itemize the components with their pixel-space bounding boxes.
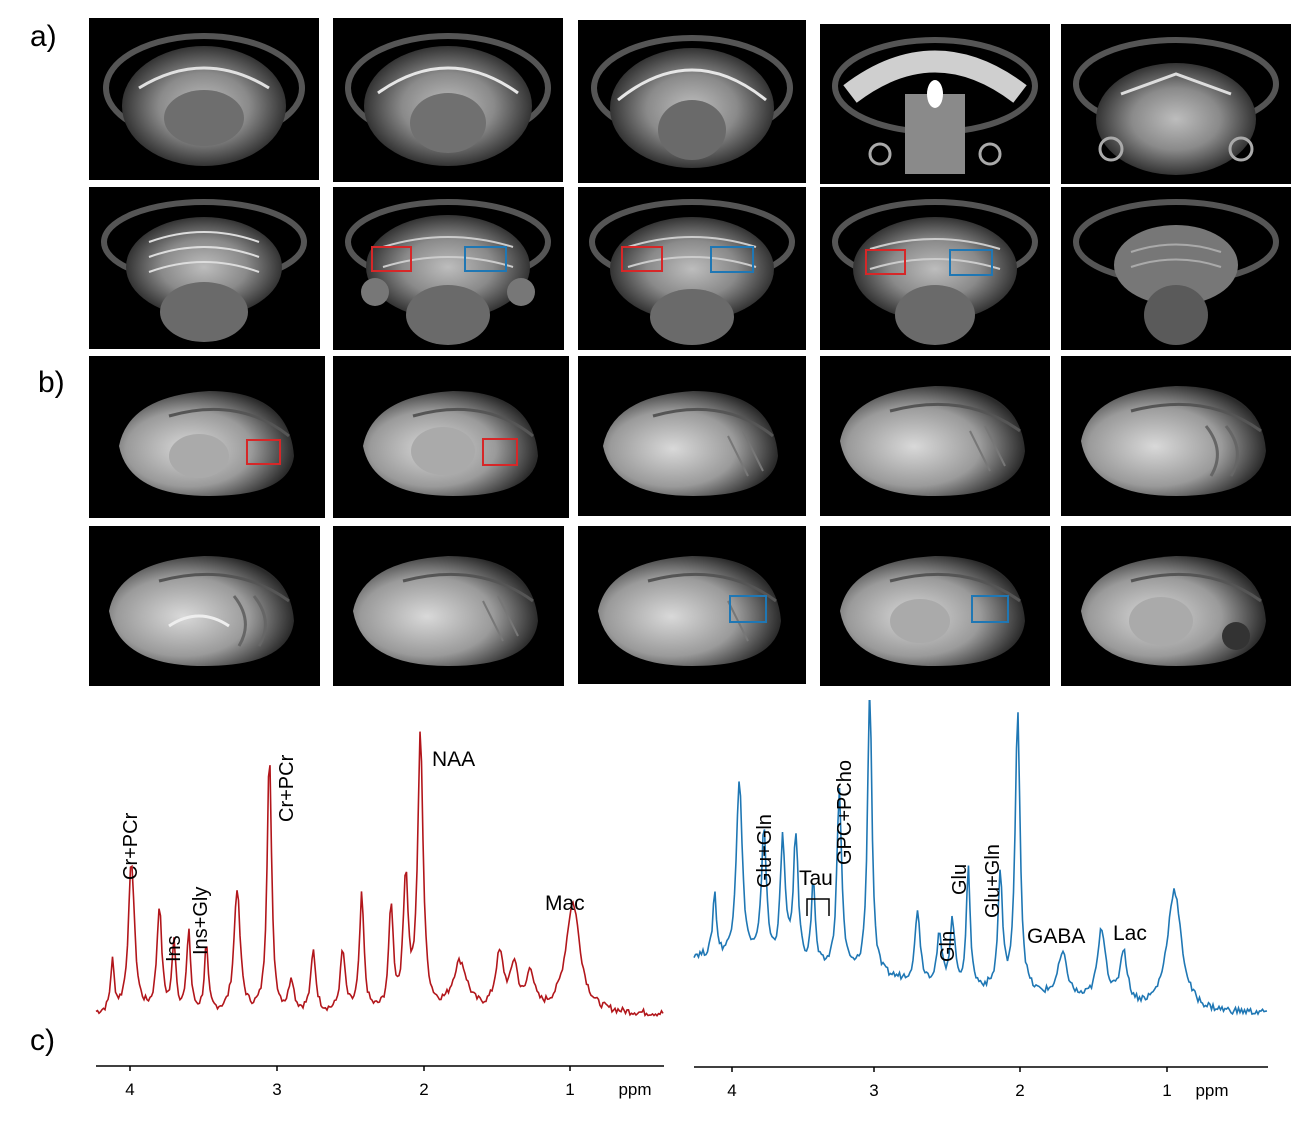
x-tick-label: 3 <box>272 1080 281 1099</box>
peak-label: Ins+Gly <box>190 887 212 955</box>
coronal-image <box>333 18 563 182</box>
roi-box-red <box>865 249 906 275</box>
roi-box-blue <box>949 249 993 276</box>
peak-label: GABA <box>1027 925 1085 948</box>
peak-label: GPC+PCho <box>834 760 856 865</box>
spectra-chart: 4 3 2 1 ppm Cr+PCr Ins Ins+Gly Cr+PCr NAA Mac 4 3 2 1 p… <box>95 700 1268 1100</box>
roi-box-blue <box>464 246 507 272</box>
sagittal-image <box>820 356 1050 516</box>
peak-label: Mac <box>545 892 585 915</box>
x-tick-label: 3 <box>869 1081 878 1100</box>
roi-box-blue <box>710 246 754 273</box>
peak-label: NAA <box>432 748 475 771</box>
roi-box-red <box>371 246 412 272</box>
spectrum-line-red <box>95 731 664 1018</box>
peak-label: Ins <box>163 935 185 962</box>
roi-box-red <box>482 438 518 466</box>
x-axis-label: ppm <box>618 1080 651 1099</box>
peak-label: Tau <box>799 867 833 890</box>
peak-label: Cr+PCr <box>276 754 298 822</box>
sagittal-image <box>820 526 1050 686</box>
coronal-image <box>333 187 564 350</box>
coronal-image <box>1061 187 1291 350</box>
sagittal-image <box>89 356 325 518</box>
coronal-image <box>89 18 319 180</box>
sagittal-image <box>1061 526 1291 686</box>
x-tick-label: 4 <box>125 1080 134 1099</box>
coronal-image <box>820 187 1050 350</box>
coronal-image <box>578 187 806 350</box>
coronal-image <box>820 24 1050 184</box>
x-tick-label: 1 <box>1162 1081 1171 1100</box>
x-tick-label: 4 <box>727 1081 736 1100</box>
panel-label-b: b) <box>38 366 65 399</box>
sagittal-image <box>333 356 569 518</box>
panel-label-a: a) <box>30 20 57 53</box>
sagittal-image <box>578 356 806 516</box>
x-tick-label: 1 <box>565 1080 574 1099</box>
roi-box-red <box>621 246 663 272</box>
roi-box-red <box>246 439 281 465</box>
roi-box-blue <box>971 595 1009 623</box>
coronal-image <box>578 20 806 183</box>
coronal-image <box>89 187 320 349</box>
sagittal-image <box>578 526 806 684</box>
coronal-image <box>1061 24 1291 184</box>
spectrum-line-blue <box>693 700 1268 1016</box>
peak-label: Glu+Gln <box>982 844 1004 918</box>
peak-label: Glu <box>949 864 971 895</box>
peak-label: Glu+Gln <box>754 814 776 888</box>
peak-label: Gln <box>937 931 959 962</box>
sagittal-image <box>333 526 564 686</box>
tau-bracket <box>806 898 830 916</box>
peak-label: Lac <box>1113 922 1147 945</box>
x-tick-label: 2 <box>419 1080 428 1099</box>
panel-label-c: c) <box>30 1024 55 1057</box>
peak-label: Cr+PCr <box>120 812 142 880</box>
roi-box-blue <box>729 595 767 623</box>
x-tick-label: 2 <box>1015 1081 1024 1100</box>
x-axis-label: ppm <box>1195 1081 1228 1100</box>
sagittal-image <box>89 526 320 686</box>
sagittal-image <box>1061 356 1291 516</box>
